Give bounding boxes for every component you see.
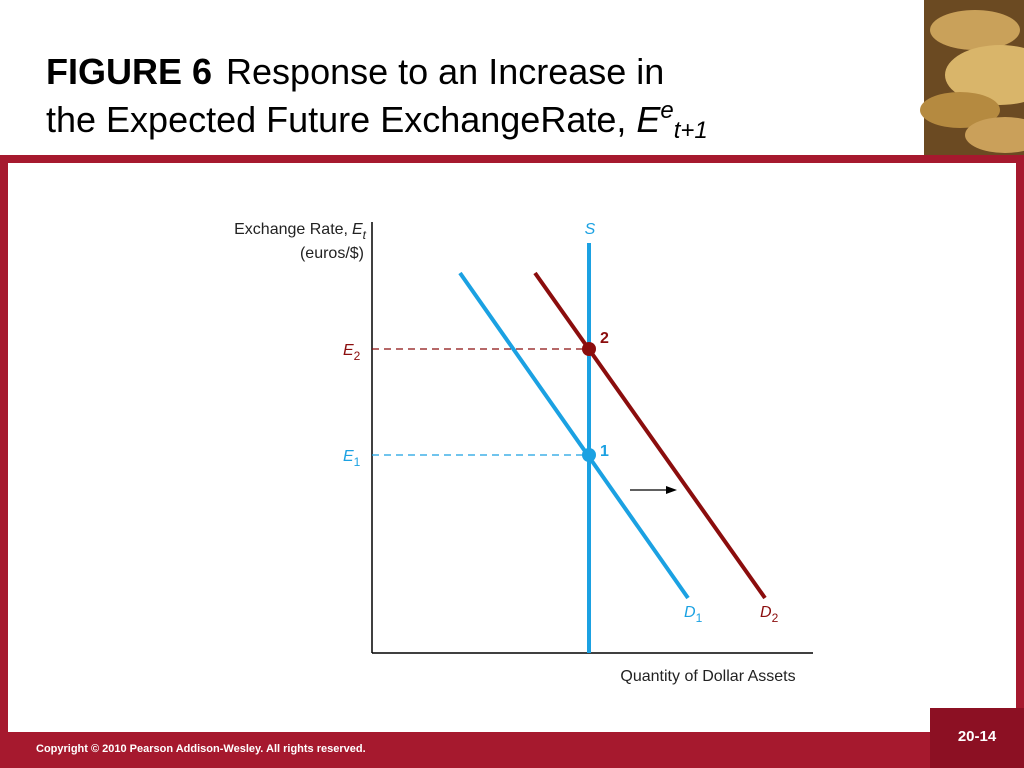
- panel: [8, 163, 1016, 732]
- text-part: t: [363, 228, 367, 242]
- slide-number: 20-14: [958, 728, 997, 745]
- d1-label: D1: [684, 604, 703, 625]
- point-1-label: 1: [600, 443, 609, 460]
- supply-label: S: [585, 221, 596, 238]
- text-part: e: [660, 97, 673, 124]
- text-part: 2: [354, 349, 361, 363]
- text-part: 2: [772, 611, 779, 625]
- demand-curve-1: [458, 271, 690, 600]
- text-part: the Expected Future ExchangeRate,: [46, 99, 626, 140]
- demand-curve-2: [533, 271, 767, 600]
- text-part: Response to an Increase in: [226, 51, 664, 92]
- text-part: 1: [354, 455, 361, 469]
- text-part: E: [352, 221, 363, 238]
- y-axis-label: Exchange Rate, Et: [234, 221, 367, 242]
- copyright: Copyright © 2010 Pearson Addison-Wesley.…: [36, 743, 366, 755]
- x-axis-label: Quantity of Dollar Assets: [620, 668, 795, 685]
- diagram: Exchange Rate, Et (euros/$) Quantity of D…: [234, 221, 813, 685]
- title-line-2: the Expected Future ExchangeRate, Eet+1: [46, 97, 708, 144]
- text-part: E: [343, 448, 354, 465]
- text-part: E: [636, 99, 661, 140]
- text-part: D: [760, 604, 772, 621]
- point-2-label: 2: [600, 330, 609, 347]
- e2-label: E2: [343, 342, 361, 363]
- number-box: [930, 708, 1024, 768]
- point-1: [582, 448, 596, 462]
- text-part: t+1: [674, 117, 708, 144]
- text-part: Exchange Rate,: [234, 221, 348, 238]
- text-part: 1: [696, 611, 703, 625]
- e1-label: E1: [343, 448, 361, 469]
- arrow-head: [666, 486, 677, 494]
- text-part: E: [343, 342, 354, 359]
- d2-label: D2: [760, 604, 779, 625]
- text-part: D: [684, 604, 696, 621]
- text-part: FIGURE 6: [46, 51, 212, 92]
- title-line-1: FIGURE 6 Response to an Increase in: [46, 51, 664, 92]
- coin-image: [920, 0, 1024, 155]
- point-2: [582, 342, 596, 356]
- y-axis-units: (euros/$): [300, 245, 364, 262]
